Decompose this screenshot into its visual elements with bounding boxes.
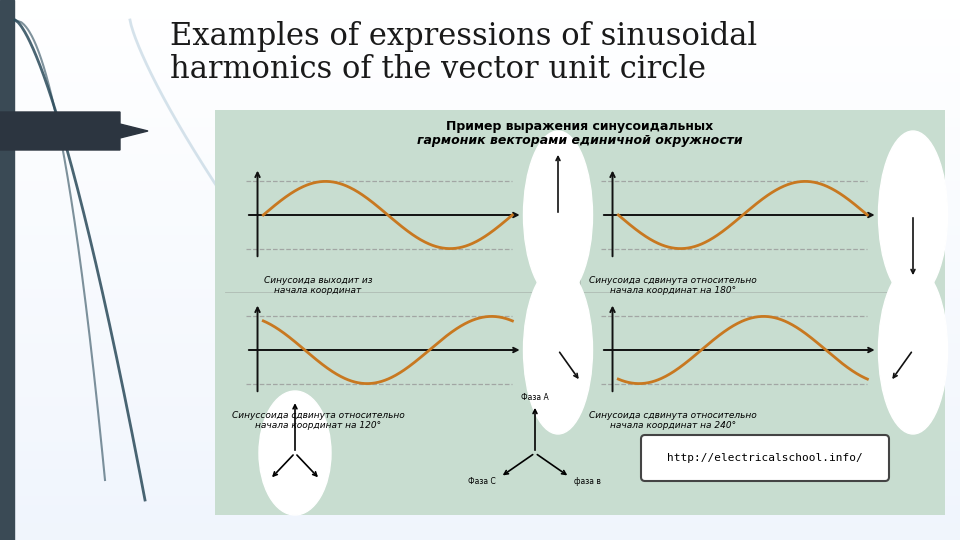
Bar [0, 341, 960, 351]
Text: Синусоида выходит из
начала координат: Синусоида выходит из начала координат [264, 276, 372, 295]
Bar [0, 134, 960, 144]
Bar [0, 98, 960, 108]
Bar [0, 242, 960, 252]
Polygon shape [0, 112, 148, 150]
Bar [0, 404, 960, 414]
Bar [0, 197, 960, 207]
Bar [0, 368, 960, 378]
Bar [0, 233, 960, 243]
Bar [0, 314, 960, 324]
Bar [0, 44, 960, 54]
Text: http://electricalschool.info/: http://electricalschool.info/ [667, 453, 863, 463]
Bar [0, 260, 960, 270]
Bar [0, 305, 960, 315]
Bar [0, 278, 960, 288]
Bar [0, 8, 960, 18]
Bar [0, 170, 960, 180]
Bar [0, 224, 960, 234]
Bar [0, 287, 960, 297]
Bar [0, 215, 960, 225]
Bar [0, 269, 960, 279]
Bar [0, 494, 960, 504]
Bar [0, 332, 960, 342]
Text: фаза в: фаза в [574, 477, 601, 487]
Text: Фаза С: Фаза С [468, 477, 496, 487]
Bar [0, 125, 960, 135]
Bar [0, 251, 960, 261]
Bar [0, 152, 960, 162]
Text: Синуссоида сдвинута относительно
начала координат на 120°: Синуссоида сдвинута относительно начала … [231, 411, 404, 430]
FancyBboxPatch shape [641, 435, 889, 481]
Bar [0, 422, 960, 432]
Ellipse shape [523, 131, 592, 299]
Bar [0, 521, 960, 531]
Ellipse shape [259, 391, 331, 515]
Bar [0, 350, 960, 360]
Bar [0, 53, 960, 63]
Bar [0, 80, 960, 90]
Text: Фаза А: Фаза А [521, 393, 549, 402]
Bar [215, 110, 945, 515]
Bar [0, 188, 960, 198]
Bar [0, 503, 960, 513]
Text: harmonics of the vector unit circle: harmonics of the vector unit circle [170, 54, 706, 85]
Bar [0, 35, 960, 45]
Bar [0, 107, 960, 117]
Text: Пример выражения синусоидальных: Пример выражения синусоидальных [446, 120, 713, 133]
Bar [0, 71, 960, 81]
Bar [0, 296, 960, 306]
Bar [0, 89, 960, 99]
Bar [0, 179, 960, 189]
Bar [0, 17, 960, 27]
Bar [0, 458, 960, 468]
Bar [0, 413, 960, 423]
Bar [0, 467, 960, 477]
Bar [0, 476, 960, 486]
Bar [0, 0, 14, 540]
Bar [0, 395, 960, 405]
Ellipse shape [523, 266, 592, 434]
Bar [0, 62, 960, 72]
Bar [0, 116, 960, 126]
Bar [0, 485, 960, 495]
Bar [0, 0, 960, 9]
Bar [0, 431, 960, 441]
Text: гармоник векторами единичной окружности: гармоник векторами единичной окружности [418, 134, 743, 147]
Bar [0, 449, 960, 459]
Ellipse shape [878, 266, 948, 434]
Bar [0, 377, 960, 387]
Bar [0, 359, 960, 369]
Text: Examples of expressions of sinusoidal: Examples of expressions of sinusoidal [170, 21, 757, 52]
Bar [0, 530, 960, 540]
Bar [0, 440, 960, 450]
Bar [0, 512, 960, 522]
Bar [0, 161, 960, 171]
Ellipse shape [878, 131, 948, 299]
Bar [0, 206, 960, 216]
Text: Синусоида сдвинута относительно
начала координат на 240°: Синусоида сдвинута относительно начала к… [589, 411, 756, 430]
Bar [0, 323, 960, 333]
Text: Синусоида сдвинута относительно
начала координат на 180°: Синусоида сдвинута относительно начала к… [589, 276, 756, 295]
Bar [0, 26, 960, 36]
Bar [0, 143, 960, 153]
Bar [0, 386, 960, 396]
